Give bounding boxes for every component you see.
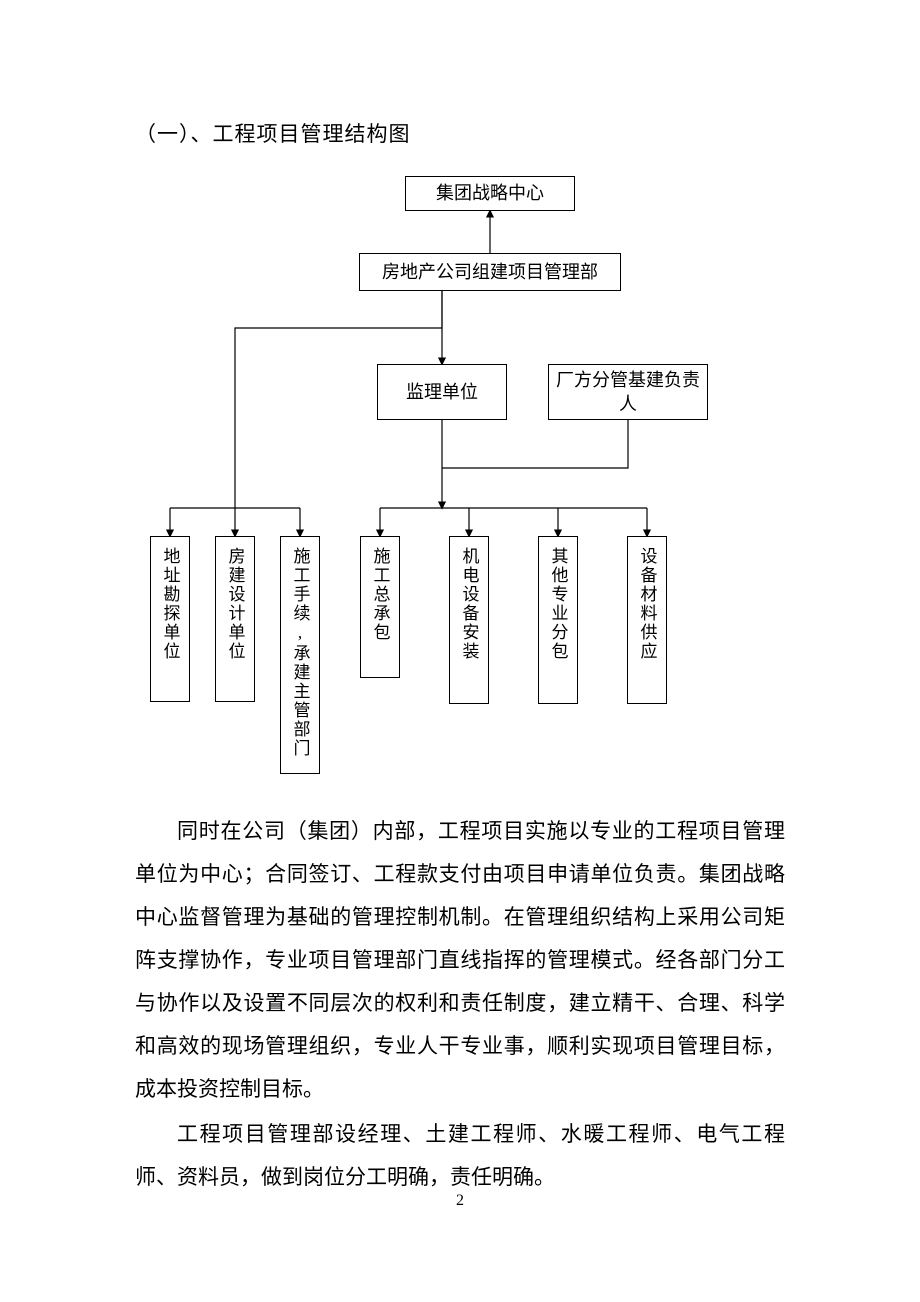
body-text: 同时在公司（集团）内部，工程项目实施以专业的工程项目管理单位为中心；合同签订、工… [135, 810, 785, 1199]
chart-node-n_fact: 厂方分管基建负责人 [548, 364, 708, 420]
chart-node-n_top: 集团战略中心 [405, 176, 575, 211]
chart-node-n_b7: 设备材料供应 [627, 536, 667, 704]
chart-node-n_b5: 机电设备安装 [449, 536, 489, 704]
paragraph-2: 工程项目管理部设经理、土建工程师、水暖工程师、电气工程师、资料员，做到岗位分工明… [135, 1113, 785, 1199]
chart-node-n_b4: 施工总承包 [360, 536, 400, 678]
chart-node-n_sup: 监理单位 [377, 364, 507, 420]
document-page: （一）、工程项目管理结构图 集团战略中心房地产公司组建项目管理部监理单位厂方分管… [0, 0, 920, 1199]
chart-node-n_mgmt: 房地产公司组建项目管理部 [359, 253, 621, 291]
chart-node-n_b1: 地址勘探单位 [150, 536, 190, 702]
chart-edge [442, 420, 628, 468]
section-heading: （一）、工程项目管理结构图 [135, 118, 785, 148]
paragraph-1: 同时在公司（集团）内部，工程项目实施以专业的工程项目管理单位为中心；合同签订、工… [135, 810, 785, 1111]
chart-node-n_b3: 施工手续,承建主管部门 [280, 536, 320, 774]
org-chart: 集团战略中心房地产公司组建项目管理部监理单位厂方分管基建负责人地址勘探单位房建设… [135, 168, 785, 780]
chart-node-n_b6: 其他专业分包 [538, 536, 578, 704]
chart-node-n_b2: 房建设计单位 [215, 536, 255, 702]
page-number: 2 [0, 1192, 920, 1210]
